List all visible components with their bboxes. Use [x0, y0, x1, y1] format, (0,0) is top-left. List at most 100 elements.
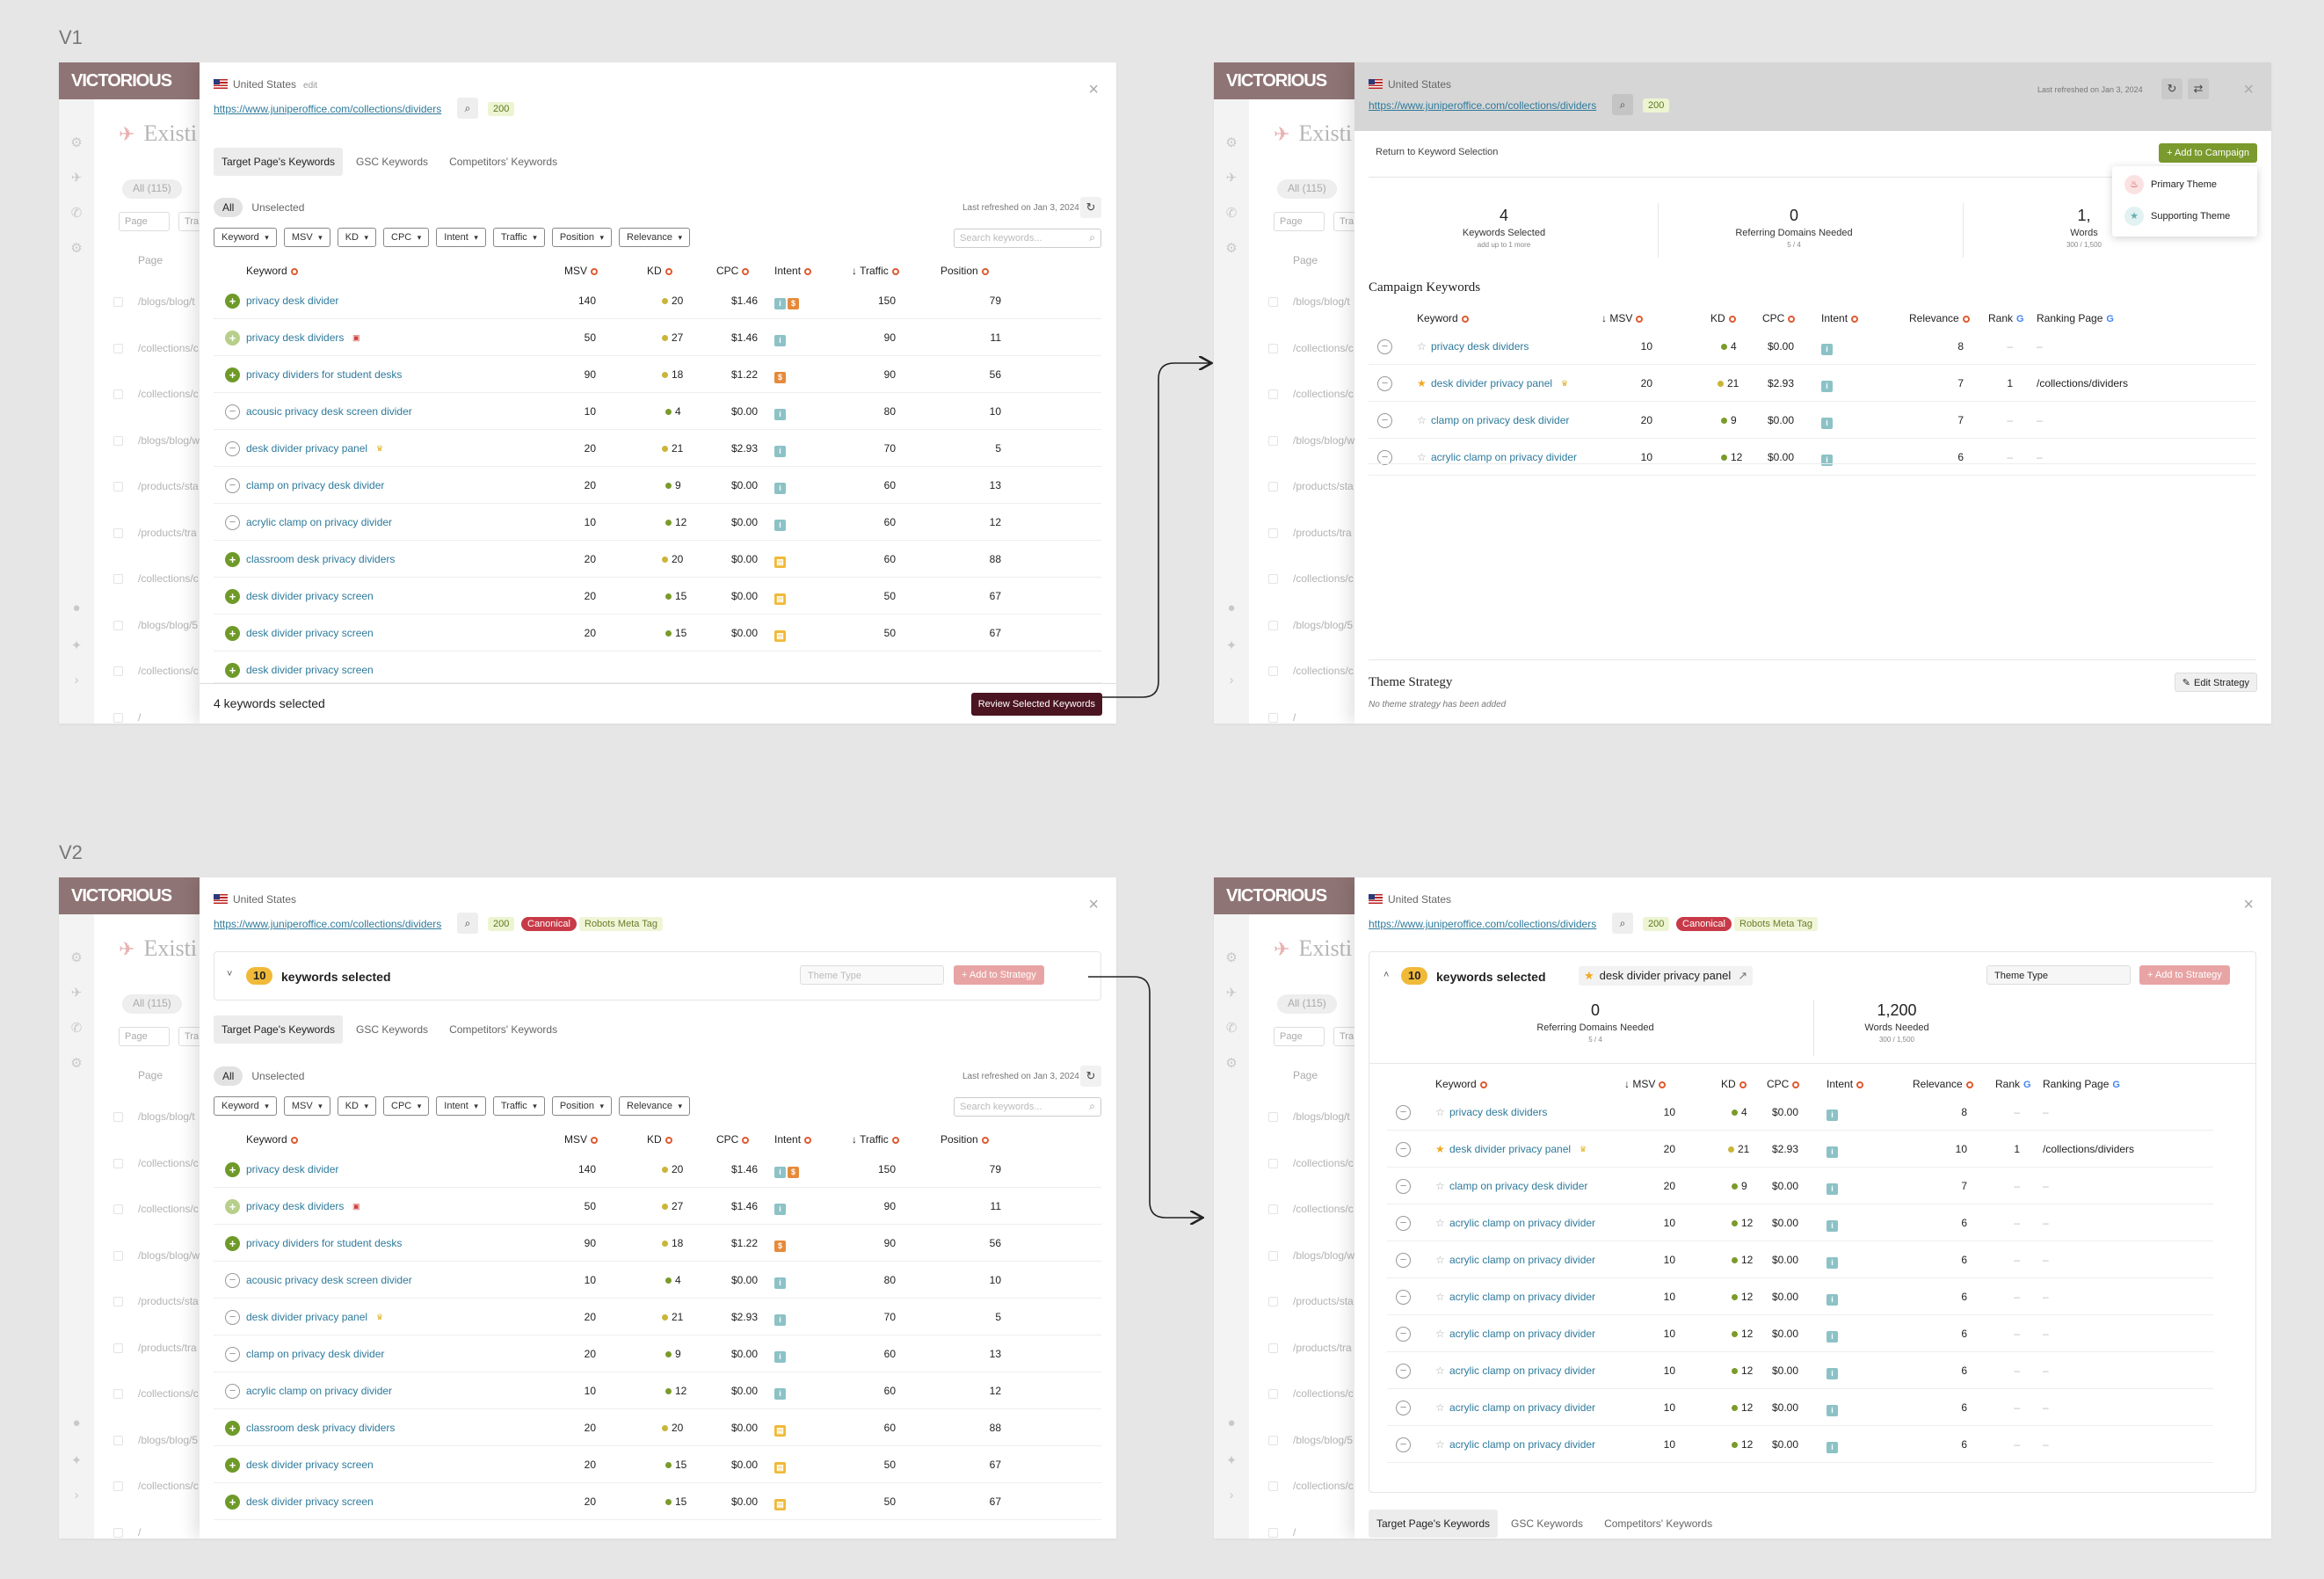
remove-icon[interactable]: −	[1396, 1142, 1411, 1157]
bg-row-path[interactable]: /collections/c	[138, 1387, 199, 1400]
keyword-link[interactable]: privacy dividers for student desks	[246, 1237, 403, 1249]
seg-unselected[interactable]: Unselected	[251, 201, 305, 214]
settings-button[interactable]: ⇄	[2188, 78, 2209, 99]
keyword-link[interactable]: acrylic clamp on privacy divider	[1449, 1254, 1596, 1266]
close-icon[interactable]: ×	[2243, 80, 2254, 99]
bg-row-checkbox[interactable]	[1268, 712, 1278, 723]
page-url[interactable]: https://www.juniperoffice.com/collection…	[1369, 99, 1597, 112]
keyword-link[interactable]: desk divider privacy panel	[1431, 377, 1553, 389]
filter-cpc[interactable]: CPC	[383, 1096, 430, 1116]
tab-competitors[interactable]: Competitors' Keywords	[449, 156, 558, 168]
megaphone-icon[interactable]: ✆	[1225, 1021, 1238, 1036]
bg-row-checkbox[interactable]	[1268, 435, 1278, 446]
bg-row-checkbox[interactable]	[1268, 1250, 1278, 1261]
table-row[interactable]: − ☆ clamp on privacy desk divider 20 9 $0.00 i…	[1369, 402, 2256, 439]
bg-row-path[interactable]: /collections/c	[138, 572, 199, 585]
mention-icon[interactable]: ✦	[1225, 638, 1238, 653]
keyword-link[interactable]: classroom desk privacy dividers	[246, 1422, 396, 1434]
keyword-link[interactable]: privacy desk dividers	[1449, 1106, 1548, 1118]
bg-row-checkbox[interactable]	[113, 574, 123, 584]
table-row[interactable]: + privacy desk divider 140 20 $1.46 i $150 79	[214, 1151, 1101, 1188]
sort-icon[interactable]	[1856, 1081, 1864, 1088]
remove-icon[interactable]: −	[225, 441, 240, 456]
table-row[interactable]: − ☆ acrylic clamp on privacy divider 10 12 $0…	[1387, 1352, 2213, 1389]
keyword-link[interactable]: desk divider privacy panel	[246, 1311, 368, 1323]
filter-msv[interactable]: MSV	[283, 228, 330, 247]
table-row[interactable]: − ☆ acrylic clamp on privacy divider 10 12 $0…	[1387, 1426, 2213, 1463]
bg-row-path[interactable]: /collections/c	[138, 1203, 199, 1215]
keyword-link[interactable]: acousic privacy desk screen divider	[246, 405, 412, 418]
table-row[interactable]: − ☆ acrylic clamp on privacy divider 10 12 $0…	[1387, 1241, 2213, 1278]
compass-icon[interactable]: ⚙	[70, 950, 83, 965]
filter-cpc[interactable]: CPC	[383, 228, 430, 247]
sort-icon[interactable]	[981, 268, 989, 275]
bg-row-checkbox[interactable]	[1268, 666, 1278, 676]
add-icon[interactable]: +	[225, 1421, 240, 1436]
bg-row-path[interactable]: /collections/c	[1293, 341, 1354, 354]
table-row[interactable]: − clamp on privacy desk divider 20 9 $0.00 i 6…	[214, 467, 1101, 504]
star-icon[interactable]: ☆	[1417, 340, 1427, 353]
edit-link[interactable]: edit	[303, 81, 318, 91]
table-row[interactable]: + classroom desk privacy dividers 20 20 $0.0…	[214, 541, 1101, 578]
star-icon[interactable]: ☆	[1435, 1364, 1445, 1377]
seg-all[interactable]: All	[214, 1066, 243, 1086]
inspect-button[interactable]: ⌕	[457, 913, 478, 934]
bg-row-checkbox[interactable]	[113, 1158, 123, 1168]
bg-row-path[interactable]: /	[138, 1525, 142, 1539]
refresh-button[interactable]: ↻	[2161, 78, 2182, 99]
page-url[interactable]: https://www.juniperoffice.com/collection…	[1369, 918, 1597, 930]
table-row[interactable]: − ★ desk divider privacy panel ♛ 20 21 $2.93 i 1…	[1387, 1131, 2213, 1168]
filter-position[interactable]: Position	[551, 228, 612, 247]
settings-icon[interactable]: ⚙	[1225, 1056, 1238, 1071]
table-row[interactable]: − acrylic clamp on privacy divider 10 12 $0.…	[214, 1372, 1101, 1409]
star-icon[interactable]: ★	[1435, 1143, 1445, 1155]
bg-row-path[interactable]: /products/tra	[1293, 526, 1352, 539]
table-row[interactable]: + privacy dividers for student desks 90 18 $…	[214, 356, 1101, 393]
compass-icon[interactable]: ⚙	[1225, 950, 1238, 965]
sort-icon[interactable]	[742, 268, 750, 275]
table-row[interactable]: + desk divider privacy screen 20 15 $0.00 ▤ 50…	[214, 615, 1101, 651]
bg-row-checkbox[interactable]	[113, 1435, 123, 1445]
remove-icon[interactable]: −	[1396, 1179, 1411, 1194]
bg-row-path[interactable]: /collections/c	[1293, 572, 1354, 585]
compass-icon[interactable]: ⚙	[1225, 135, 1238, 150]
bg-row-checkbox[interactable]	[113, 1389, 123, 1399]
rocket-icon[interactable]: ✈	[70, 986, 83, 1001]
star-icon[interactable]: ☆	[1435, 1254, 1445, 1266]
table-row[interactable]: + privacy desk dividers ▣ 50 27 $1.46 i 90 11	[214, 1188, 1101, 1225]
table-row[interactable]: − acrylic clamp on privacy divider 10 12 $0.…	[214, 504, 1101, 541]
remove-icon[interactable]: −	[1396, 1437, 1411, 1452]
selected-keywords-card[interactable]: ˅ 10 keywords selected Theme Type + Add to S…	[214, 951, 1101, 1001]
sort-icon[interactable]	[1636, 316, 1644, 323]
table-row[interactable]: + privacy dividers for student desks 90 18 $…	[214, 1225, 1101, 1262]
keyword-link[interactable]: acrylic clamp on privacy divider	[1431, 451, 1578, 463]
bg-row-path[interactable]: /products/sta	[138, 480, 199, 492]
filter-position[interactable]: Position	[551, 1096, 612, 1116]
bg-row-checkbox[interactable]	[1268, 343, 1278, 353]
sort-desc-icon[interactable]: ↓	[1624, 1078, 1633, 1090]
keyword-link[interactable]: desk divider privacy screen	[246, 1495, 374, 1508]
table-row[interactable]: − desk divider privacy panel ♛ 20 21 $2.93 i 70…	[214, 430, 1101, 467]
remove-icon[interactable]: −	[225, 515, 240, 530]
table-row[interactable]: − desk divider privacy panel ♛ 20 21 $2.93 i 70…	[214, 1299, 1101, 1335]
keyword-link[interactable]: privacy desk divider	[246, 1163, 339, 1175]
table-row[interactable]: − ☆ acrylic clamp on privacy divider 10 12 $0…	[1387, 1389, 2213, 1426]
add-icon[interactable]: +	[225, 294, 240, 309]
add-to-strategy-button[interactable]: + Add to Strategy	[2139, 965, 2230, 985]
add-icon[interactable]: +	[225, 626, 240, 641]
sort-icon[interactable]	[1962, 316, 1970, 323]
bg-row-checkbox[interactable]	[1268, 1527, 1278, 1538]
table-row[interactable]: + desk divider privacy screen 20 15 $0.00 ▤ 50…	[214, 1446, 1101, 1483]
bg-row-checkbox[interactable]	[113, 1527, 123, 1538]
star-icon[interactable]: ☆	[1435, 1328, 1445, 1340]
filter-relevance[interactable]: Relevance	[619, 1096, 691, 1116]
tab-competitors[interactable]: Competitors' Keywords	[1604, 1517, 1713, 1530]
sort-icon[interactable]	[665, 268, 672, 275]
megaphone-icon[interactable]: ✆	[1225, 206, 1238, 221]
bg-row-checkbox[interactable]	[113, 343, 123, 353]
bg-row-checkbox[interactable]	[113, 666, 123, 676]
remove-icon[interactable]: −	[225, 404, 240, 419]
bg-row-path[interactable]: /blogs/blog/5	[1293, 618, 1354, 631]
bg-row-path[interactable]: /blogs/blog/w	[138, 1248, 200, 1262]
settings-icon[interactable]: ⚙	[70, 241, 83, 256]
